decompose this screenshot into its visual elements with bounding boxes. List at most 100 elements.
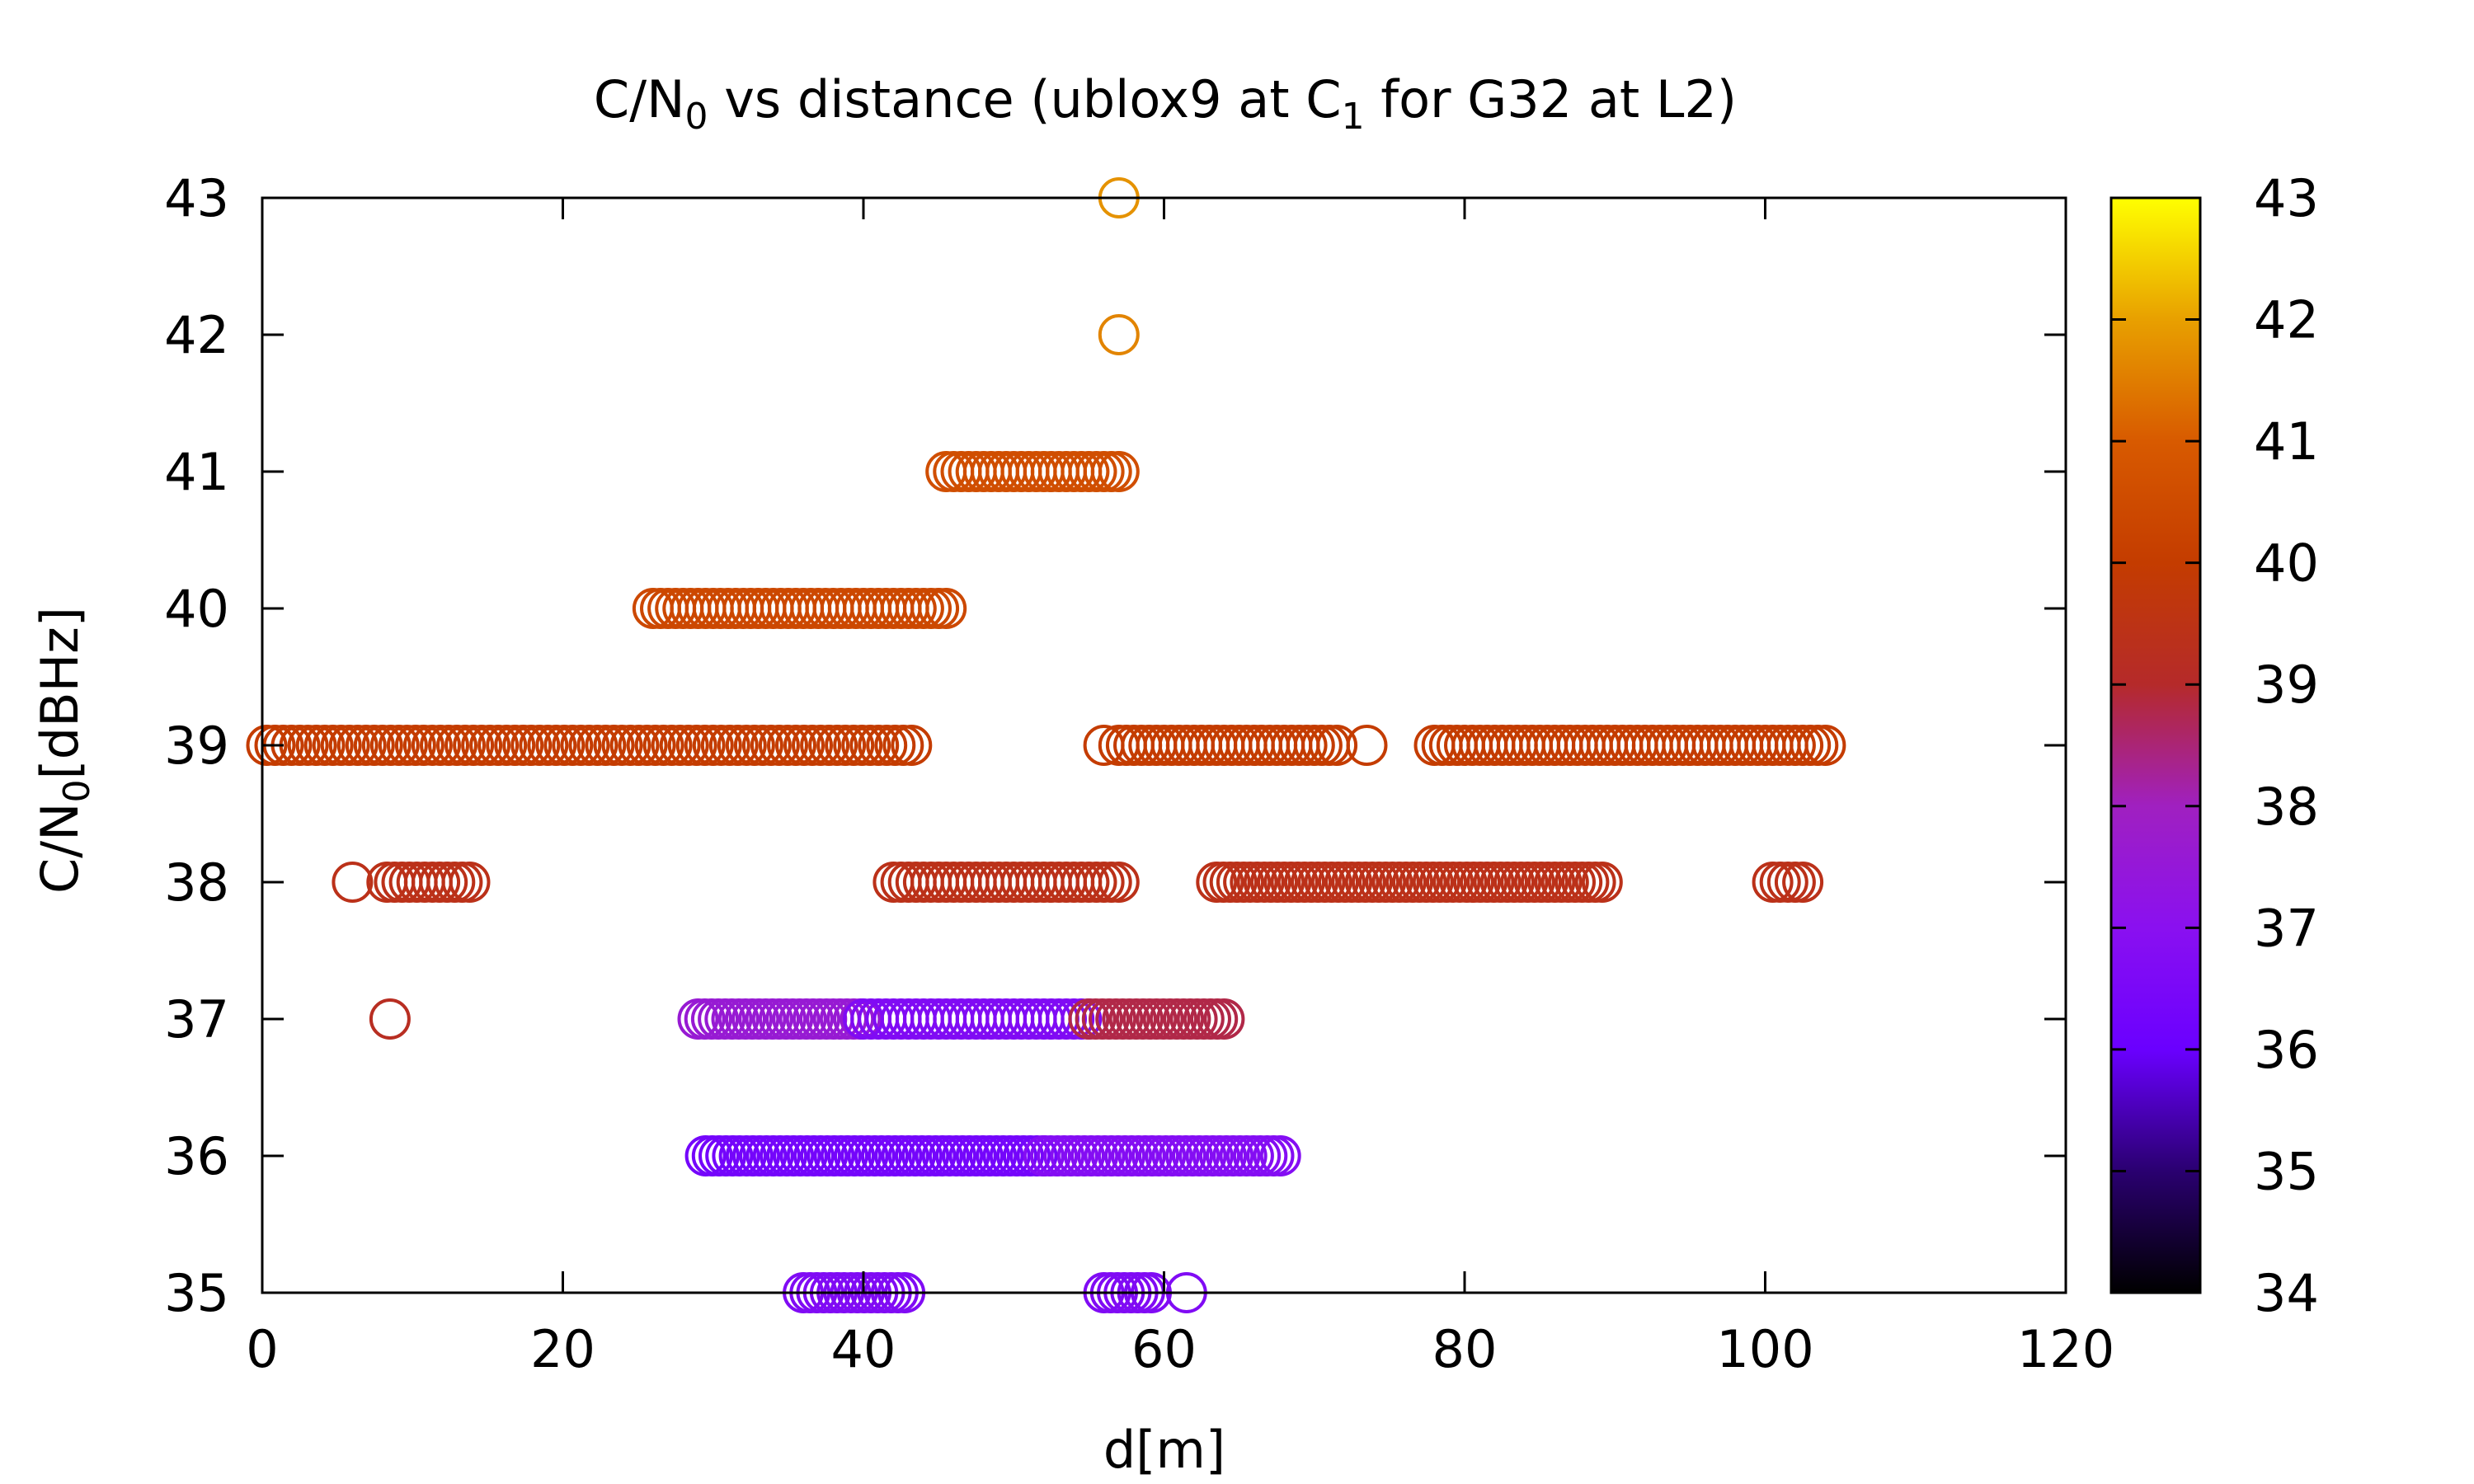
data-point <box>1782 862 1824 903</box>
colorbar-tick-label: 38 <box>2254 777 2319 837</box>
data-point <box>659 725 701 766</box>
colorbar-tick-label: 43 <box>2254 168 2319 228</box>
data-point <box>332 862 374 903</box>
data-point <box>651 725 693 766</box>
data-point <box>783 725 825 766</box>
data-point <box>609 725 651 766</box>
data-point <box>1098 451 1140 492</box>
data-point <box>692 725 734 766</box>
data-point <box>527 725 569 766</box>
data-point <box>444 725 486 766</box>
data-point <box>825 725 867 766</box>
data-point <box>874 725 916 766</box>
data-point <box>1259 1135 1301 1176</box>
data-point <box>792 725 833 766</box>
data-point <box>1098 314 1140 355</box>
data-point <box>858 725 900 766</box>
x-tick-label: 120 <box>2017 1319 2114 1379</box>
data-point <box>328 725 370 766</box>
data-point <box>320 725 362 766</box>
y-tick-label: 42 <box>164 305 229 365</box>
data-point <box>428 725 469 766</box>
data-point <box>336 725 379 766</box>
chart-title: C/N0 vs distance (ublox9 at C1 for G32 a… <box>594 69 1737 138</box>
data-point <box>369 725 412 766</box>
data-point <box>361 725 403 766</box>
data-point <box>303 725 346 766</box>
data-point <box>254 725 296 766</box>
data-point <box>402 725 444 766</box>
data-point <box>626 725 668 766</box>
data-point <box>925 588 967 629</box>
title-tail: for G32 at L2) <box>1365 69 1738 129</box>
data-point <box>312 725 354 766</box>
data-point <box>461 725 503 766</box>
data-point <box>684 725 726 766</box>
data-point <box>891 725 933 766</box>
colorbar-tick-label: 41 <box>2254 411 2319 472</box>
data-point <box>634 725 676 766</box>
data-point <box>675 725 717 766</box>
data-point <box>866 725 908 766</box>
data-point <box>510 725 553 766</box>
data-point <box>667 725 709 766</box>
data-point <box>345 725 387 766</box>
y-tick-label: 43 <box>164 168 229 228</box>
colorbar-ticks: 34 35 36 37 38 39 40 41 42 43 <box>2111 168 2319 1323</box>
y-tick-label: 38 <box>164 852 229 913</box>
data-point <box>733 725 775 766</box>
ylabel-lead: C/N <box>30 802 90 894</box>
ylabel-tail: [dBHz] <box>30 607 90 779</box>
data-point <box>725 725 767 766</box>
data-point <box>369 998 411 1040</box>
data-point <box>758 725 800 766</box>
data-point <box>1804 725 1846 766</box>
ylabel-subscript: 0 <box>56 779 98 802</box>
colorbar-tick-label: 35 <box>2254 1141 2319 1201</box>
data-point <box>295 725 337 766</box>
data-point <box>1098 862 1140 903</box>
title-subscript: 1 <box>1342 96 1365 138</box>
data-point <box>502 725 544 766</box>
x-tick-label: 100 <box>1716 1319 1813 1379</box>
data-point <box>568 725 610 766</box>
data-point <box>1581 862 1623 903</box>
y-tick-label: 40 <box>164 579 229 639</box>
data-point <box>833 725 875 766</box>
data-point <box>816 725 858 766</box>
data-point <box>882 725 924 766</box>
data-point <box>642 725 684 766</box>
data-point <box>708 725 750 766</box>
data-point <box>287 725 329 766</box>
data-point <box>394 725 436 766</box>
data-point <box>700 725 742 766</box>
colorbar-tick-label: 37 <box>2254 898 2319 958</box>
data-point <box>494 725 536 766</box>
title-middle: vs distance (ublox9 at C <box>708 69 1341 129</box>
data-point <box>849 725 891 766</box>
title-subscript: 0 <box>684 96 708 138</box>
data-point <box>420 725 461 766</box>
data-point <box>618 725 660 766</box>
x-tick-label: 0 <box>246 1319 278 1379</box>
data-point <box>560 725 602 766</box>
data-point <box>585 725 627 766</box>
data-point <box>601 725 643 766</box>
y-tick-label: 41 <box>164 442 229 502</box>
data-point <box>593 725 635 766</box>
colorbar-tick-label: 39 <box>2254 655 2319 715</box>
data-point <box>767 725 808 766</box>
data-point <box>469 725 511 766</box>
data-point <box>535 725 577 766</box>
ticks-layer: 0 20 40 60 80 100 120 35 36 37 38 39 40 41 42 43 <box>164 168 2114 1379</box>
data-point <box>741 725 783 766</box>
y-tick-label: 35 <box>164 1263 229 1323</box>
x-tick-label: 40 <box>831 1319 896 1379</box>
data-point <box>1083 725 1125 766</box>
title-lead: C/N <box>594 69 685 129</box>
data-point <box>378 725 420 766</box>
data-point <box>353 725 395 766</box>
data-point <box>800 725 842 766</box>
data-point <box>453 725 495 766</box>
